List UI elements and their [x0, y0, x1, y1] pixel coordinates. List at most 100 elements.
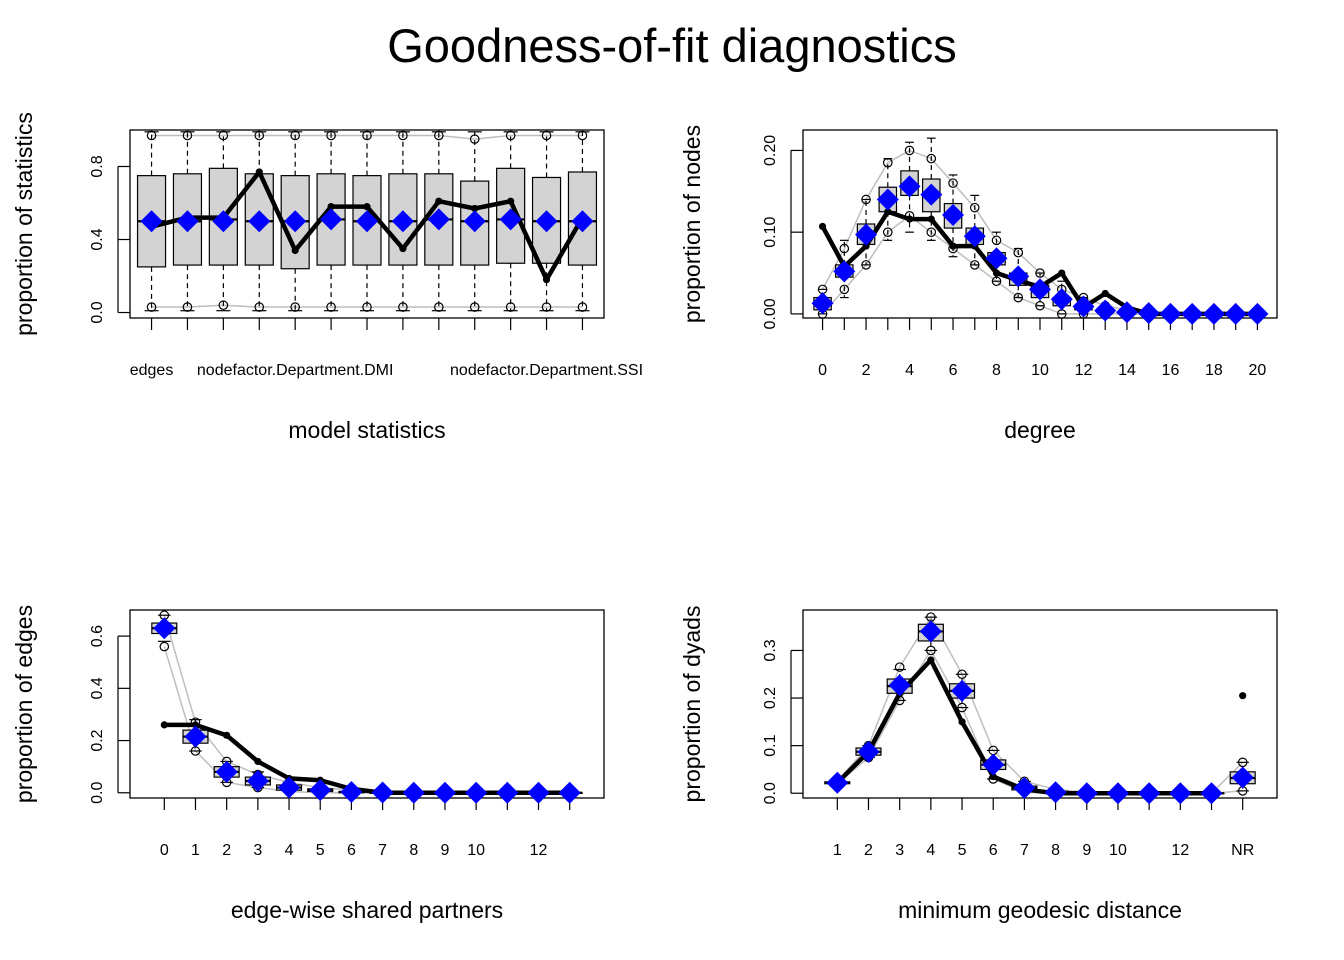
outlier-point — [218, 130, 229, 141]
simulated-mean-point — [1159, 302, 1182, 325]
y-tick-label: 0.3 — [762, 639, 779, 661]
outlier-point — [957, 669, 967, 680]
observed-point — [254, 757, 262, 766]
simulated-mean-point — [184, 725, 207, 748]
outlier-point — [1035, 268, 1045, 278]
outlier-point — [882, 157, 893, 168]
x-tick-label: 2 — [222, 842, 231, 859]
outlier-point — [434, 130, 444, 141]
x-tick-label: 12 — [1171, 842, 1189, 859]
outlier-point — [505, 130, 516, 141]
simulated-mean-point — [857, 740, 880, 763]
simulated-mean-point — [465, 781, 488, 804]
simulated-mean-point — [433, 781, 456, 804]
plot-frame — [802, 609, 1278, 799]
x-axis-label: model statistics — [288, 417, 445, 443]
y-tick-label: 0.2 — [89, 729, 106, 751]
x-tick-label: 10 — [1031, 362, 1049, 379]
outlier-point — [577, 302, 588, 312]
x-tick-label: 10 — [467, 842, 485, 859]
simulated-mean-point — [1007, 265, 1030, 288]
x-tick-label: 16 — [1162, 362, 1180, 379]
simulated-mean-point — [284, 210, 307, 233]
observed-point — [949, 242, 957, 250]
observed-point — [905, 215, 914, 223]
outlier-point — [326, 302, 336, 312]
x-tick-label: 5 — [958, 842, 967, 859]
outlier-point — [882, 227, 893, 237]
simulated-mean-point — [1044, 781, 1067, 804]
simulated-mean-point — [427, 208, 450, 231]
observed-point — [435, 197, 443, 205]
outlier-point — [505, 302, 516, 312]
outlier-point — [577, 130, 588, 141]
x-axis-label: edge-wise shared partners — [231, 897, 503, 923]
y-tick-label: 0.0 — [89, 301, 106, 323]
x-tick-label: 7 — [378, 842, 387, 859]
simulated-mean-point — [535, 210, 558, 233]
outlier-point — [969, 202, 980, 213]
x-tick-label: 6 — [347, 842, 356, 859]
x-tick-label: 7 — [1020, 842, 1029, 859]
simulated-mean-point — [1246, 302, 1269, 325]
x-tick-label: 0 — [160, 842, 169, 859]
x-tick-label: 12 — [1075, 362, 1093, 379]
x-tick-label: 0 — [818, 362, 827, 379]
x-tick-label: 10 — [1109, 842, 1127, 859]
outlier-point — [398, 302, 408, 312]
x-tick-label: 18 — [1205, 362, 1223, 379]
observed-point — [958, 718, 966, 726]
simulated-mean-point — [1169, 782, 1192, 805]
outlier-point — [969, 260, 980, 270]
observed-point — [989, 772, 997, 781]
simulated-mean-point — [371, 781, 394, 804]
simulated-mean-point — [320, 208, 343, 231]
x-tick-label: 5 — [316, 842, 325, 859]
outlier-point — [1013, 247, 1024, 258]
x-tick-label: 8 — [992, 362, 1001, 379]
simulated-mean-point — [1106, 782, 1129, 805]
x-tick-label: edges — [130, 362, 174, 379]
y-tick-label: 0.0 — [89, 782, 106, 804]
chart-title: Goodness-of-fit diagnostics — [387, 19, 957, 72]
y-tick-label: 0.4 — [89, 677, 106, 699]
simulated-mean-point — [140, 210, 163, 233]
simulated-mean-point — [1094, 299, 1117, 322]
simulated-mean-point — [558, 781, 581, 804]
outlier-point — [926, 227, 937, 237]
outlier-point — [894, 662, 905, 672]
x-tick-label: NR — [1231, 842, 1254, 859]
outlier-point — [362, 130, 372, 141]
simulated-mean-point — [571, 210, 594, 233]
simulated-mean-point — [855, 223, 878, 246]
outlier-point — [839, 243, 850, 254]
x-tick-label: nodefactor.Department.DMI — [197, 362, 394, 379]
outlier-point — [861, 194, 871, 205]
simulated-mean-point — [176, 210, 199, 233]
simulated-mean-point — [402, 781, 425, 804]
simulated-mean-point — [1013, 777, 1036, 800]
y-tick-label: 0.20 — [762, 135, 779, 166]
x-tick-label: 6 — [989, 842, 998, 859]
simulated-mean-point — [951, 679, 974, 702]
simulated-mean-point — [963, 225, 986, 248]
simulated-mean-point — [248, 210, 271, 233]
simulated-mean-point — [1231, 766, 1254, 789]
outlier-point — [182, 130, 193, 141]
ci-upper-line — [836, 615, 1244, 794]
simulated-mean-point — [1029, 278, 1051, 301]
simulated-mean-point — [876, 188, 899, 211]
simulated-mean-point — [811, 292, 834, 315]
simulated-mean-point — [826, 771, 849, 794]
simulated-mean-point — [340, 780, 363, 803]
simulated-mean-point — [356, 210, 378, 233]
simulated-mean-point — [1138, 782, 1161, 805]
simulated-mean-point — [982, 753, 1005, 776]
x-tick-label: 14 — [1118, 362, 1136, 379]
x-tick-label: nodefactor.Department.SSI — [450, 362, 643, 379]
observed-point — [542, 276, 551, 284]
outlier-point — [926, 153, 937, 164]
outlier-point — [957, 702, 967, 713]
simulated-mean-point — [278, 776, 301, 799]
observed-point — [1101, 289, 1109, 298]
